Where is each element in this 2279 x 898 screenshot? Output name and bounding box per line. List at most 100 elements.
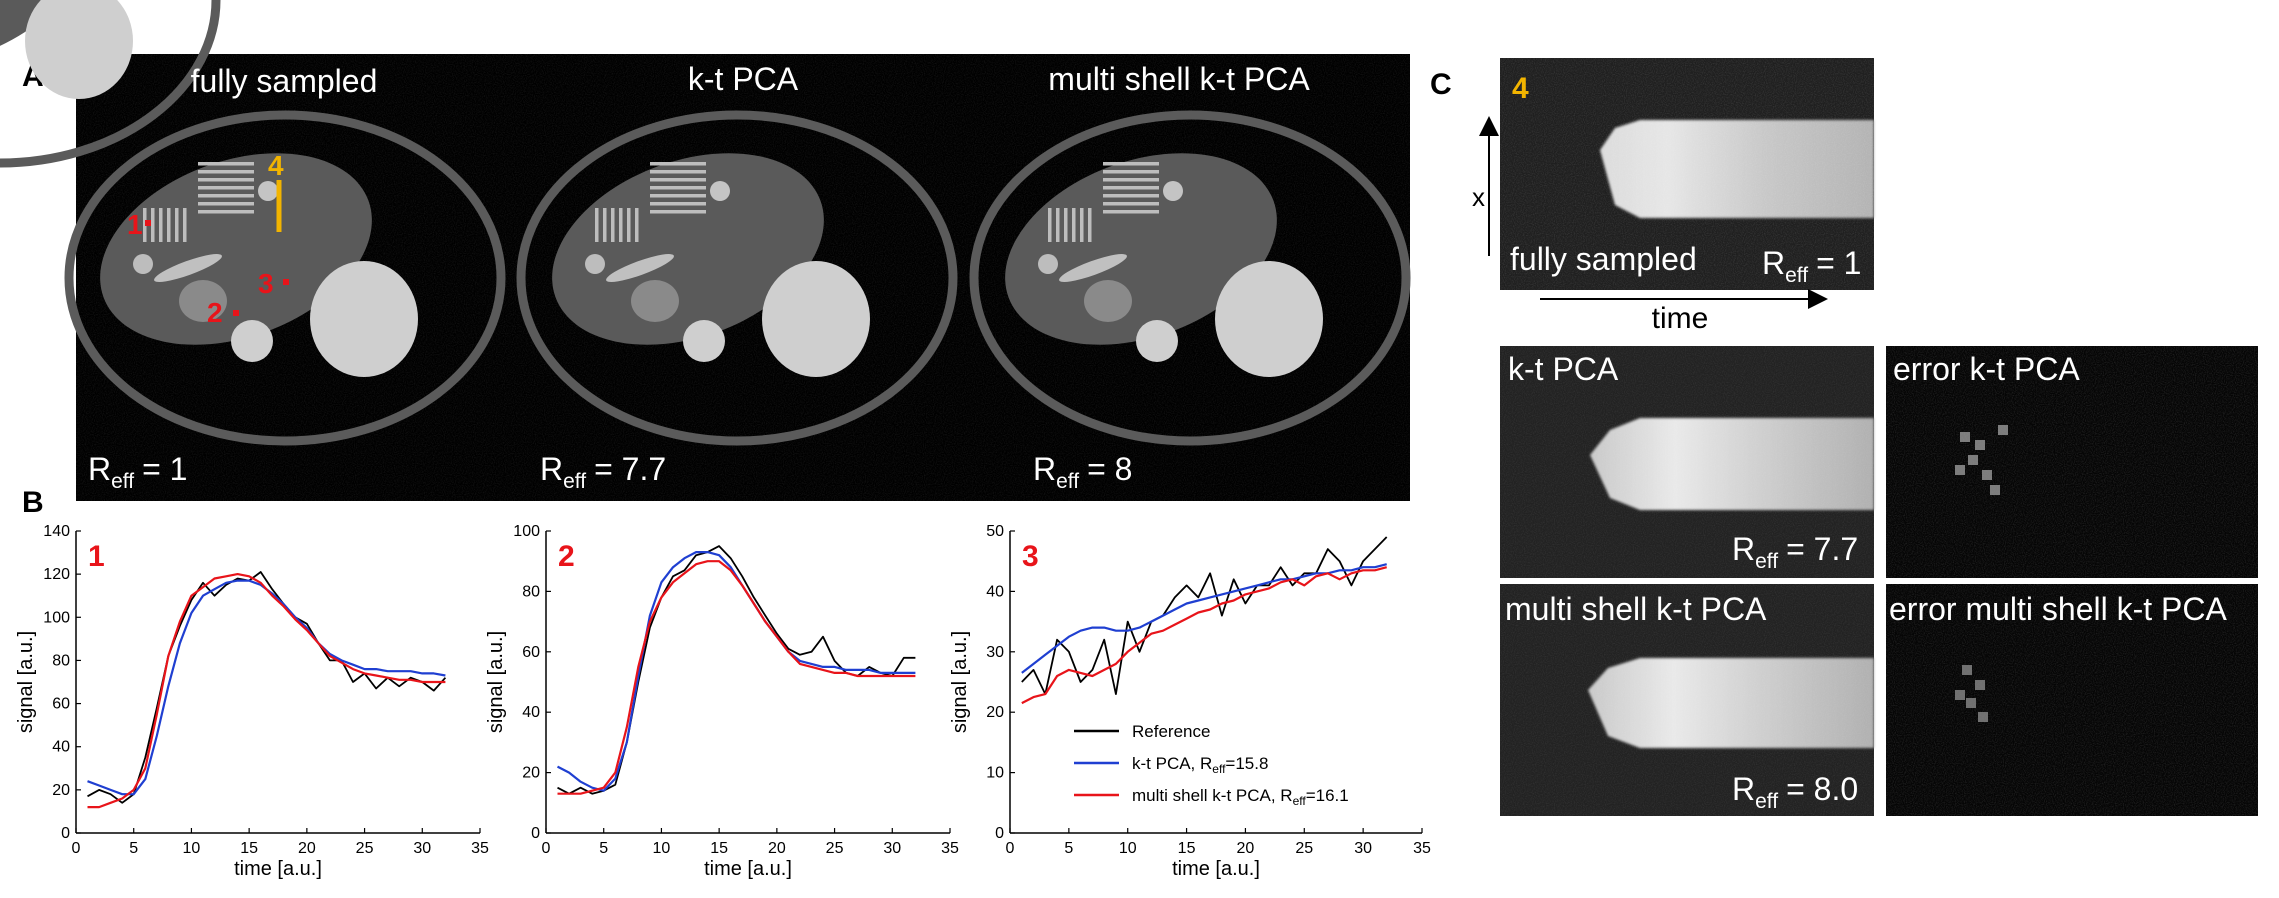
y-tick-label: 30 — [986, 644, 1004, 661]
phantom — [0, 0, 221, 168]
panel-a: 1 2 3 4 fully sampled k-t PCA multi shel… — [0, 0, 1410, 501]
roi-1-marker — [145, 220, 151, 226]
panel-a-title-fully-sampled: fully sampled — [191, 63, 378, 99]
x-tick-label: 25 — [826, 840, 844, 857]
x-tick-label: 0 — [1006, 840, 1015, 857]
x-tick-label: 30 — [1354, 840, 1372, 857]
x-tick-label: 10 — [653, 840, 671, 857]
series-line-multishell — [1021, 566, 1387, 705]
series-line-reference — [1021, 536, 1388, 695]
y-tick-label: 10 — [986, 765, 1004, 782]
roi-2-marker — [233, 310, 239, 316]
x-tick-label: 35 — [1413, 840, 1431, 857]
y-tick-label: 20 — [52, 782, 70, 799]
panel-label-b: B — [22, 486, 44, 519]
x-tick-label: 20 — [298, 840, 316, 857]
xt-fully-sampled — [1500, 58, 1874, 290]
xt-multishell — [1500, 584, 1874, 816]
legend: Reference k-t PCA, Reff=15.8 multi shell… — [1074, 722, 1349, 808]
panel-c-title-fully-sampled: fully sampled — [1510, 241, 1697, 277]
y-tick-label: 100 — [43, 609, 70, 626]
panel-c-reff-2: Reff = 7.7 — [1732, 531, 1858, 573]
x-tick-label: 10 — [183, 840, 201, 857]
x-tick-label: 35 — [471, 840, 489, 857]
panel-c-reff-1: Reff = 1 — [1762, 245, 1861, 287]
y-tick-label: 140 — [43, 523, 70, 540]
x-tick-label: 30 — [413, 840, 431, 857]
y-axis-label: signal [a.u.] — [15, 631, 37, 733]
x-tick-label: 30 — [883, 840, 901, 857]
panel-a-reff-1: Reff = 1 — [88, 451, 187, 493]
series-line-multishell — [557, 560, 916, 795]
x-axis-label: x — [1472, 182, 1485, 212]
plot-roi-label: 2 — [558, 540, 575, 573]
panel-c: 4 fully sampled Reff = 1 x time k-t PCA R… — [1472, 58, 2258, 816]
x-tick-label: 15 — [1178, 840, 1196, 857]
y-tick-label: 40 — [986, 583, 1004, 600]
roi-3-marker — [283, 279, 289, 285]
plot-roi-label: 1 — [88, 540, 105, 573]
x-tick-label: 5 — [599, 840, 608, 857]
error-multishell-image — [1886, 584, 2258, 816]
x-tick-label: 0 — [542, 840, 551, 857]
x-tick-label: 10 — [1119, 840, 1137, 857]
x-axis-label: time [a.u.] — [234, 858, 322, 880]
plot-area — [546, 531, 950, 833]
y-tick-label: 20 — [522, 765, 540, 782]
plot-roi-label: 3 — [1022, 540, 1039, 573]
xt-ktpca — [1500, 346, 1874, 578]
panel-c-title-ktpca: k-t PCA — [1508, 351, 1619, 387]
y-tick-label: 100 — [513, 523, 540, 540]
y-tick-label: 80 — [52, 652, 70, 669]
x-tick-label: 0 — [72, 840, 81, 857]
series-line-multishell — [87, 572, 446, 809]
panel-a-title-ktpca: k-t PCA — [688, 61, 799, 97]
series-line-reference — [87, 571, 447, 804]
legend-reference-label: Reference — [1132, 722, 1210, 741]
y-tick-label: 60 — [522, 644, 540, 661]
y-axis-label: signal [a.u.] — [485, 631, 507, 733]
legend-multishell-label: multi shell k-t PCA, Reff=16.1 — [1132, 786, 1349, 808]
x-tick-label: 35 — [941, 840, 959, 857]
roi-3-label: 3 — [258, 268, 274, 299]
panel-label-c: C — [1430, 68, 1452, 101]
panel-c-title-error-multishell: error multi shell k-t PCA — [1889, 591, 2228, 627]
panel-a-title-multishell: multi shell k-t PCA — [1048, 61, 1310, 97]
x-tick-label: 20 — [1237, 840, 1255, 857]
plot-1: 0 5 10 15 20 25 30 35 0 20 40 60 80 100 120 140 time [a.… — [15, 523, 489, 880]
x-tick-label: 25 — [356, 840, 374, 857]
y-tick-label: 60 — [52, 696, 70, 713]
error-ktpca-image — [1886, 346, 2258, 578]
legend-ktpca-label: k-t PCA, Reff=15.8 — [1132, 754, 1268, 776]
panel-c-title-multishell: multi shell k-t PCA — [1505, 591, 1767, 627]
x-tick-label: 25 — [1295, 840, 1313, 857]
panel-c-title-error-ktpca: error k-t PCA — [1893, 351, 2080, 387]
y-tick-label: 0 — [995, 825, 1004, 842]
y-tick-label: 0 — [531, 825, 540, 842]
panel-c-reff-3: Reff = 8.0 — [1732, 771, 1858, 813]
x-tick-label: 15 — [240, 840, 258, 857]
x-tick-label: 15 — [710, 840, 728, 857]
y-tick-label: 40 — [52, 739, 70, 756]
plot-2: 0 5 10 15 20 25 30 35 0 20 40 60 80 100 time [a.u.] sig… — [485, 523, 959, 880]
y-tick-label: 50 — [986, 523, 1004, 540]
y-tick-label: 20 — [986, 704, 1004, 721]
time-axis-label: time — [1652, 302, 1709, 335]
roi-4-label: 4 — [268, 150, 284, 181]
roi-1-label: 1 — [127, 209, 143, 240]
y-tick-label: 120 — [43, 566, 70, 583]
x-axis-label: time [a.u.] — [1172, 858, 1260, 880]
x-tick-label: 20 — [768, 840, 786, 857]
x-axis-label: time [a.u.] — [704, 858, 792, 880]
y-tick-label: 80 — [522, 583, 540, 600]
panel-a-reff-3: Reff = 8 — [1033, 451, 1132, 493]
y-tick-label: 40 — [522, 704, 540, 721]
roi-2-label: 2 — [207, 297, 223, 328]
plot-3: 0 5 10 15 20 25 30 35 0 10 20 30 40 50 time [a.u.] sign… — [949, 523, 1431, 880]
x-tick-label: 5 — [1064, 840, 1073, 857]
panel-a-reff-2: Reff = 7.7 — [540, 451, 666, 493]
y-axis-label: signal [a.u.] — [949, 631, 971, 733]
x-tick-label: 5 — [129, 840, 138, 857]
